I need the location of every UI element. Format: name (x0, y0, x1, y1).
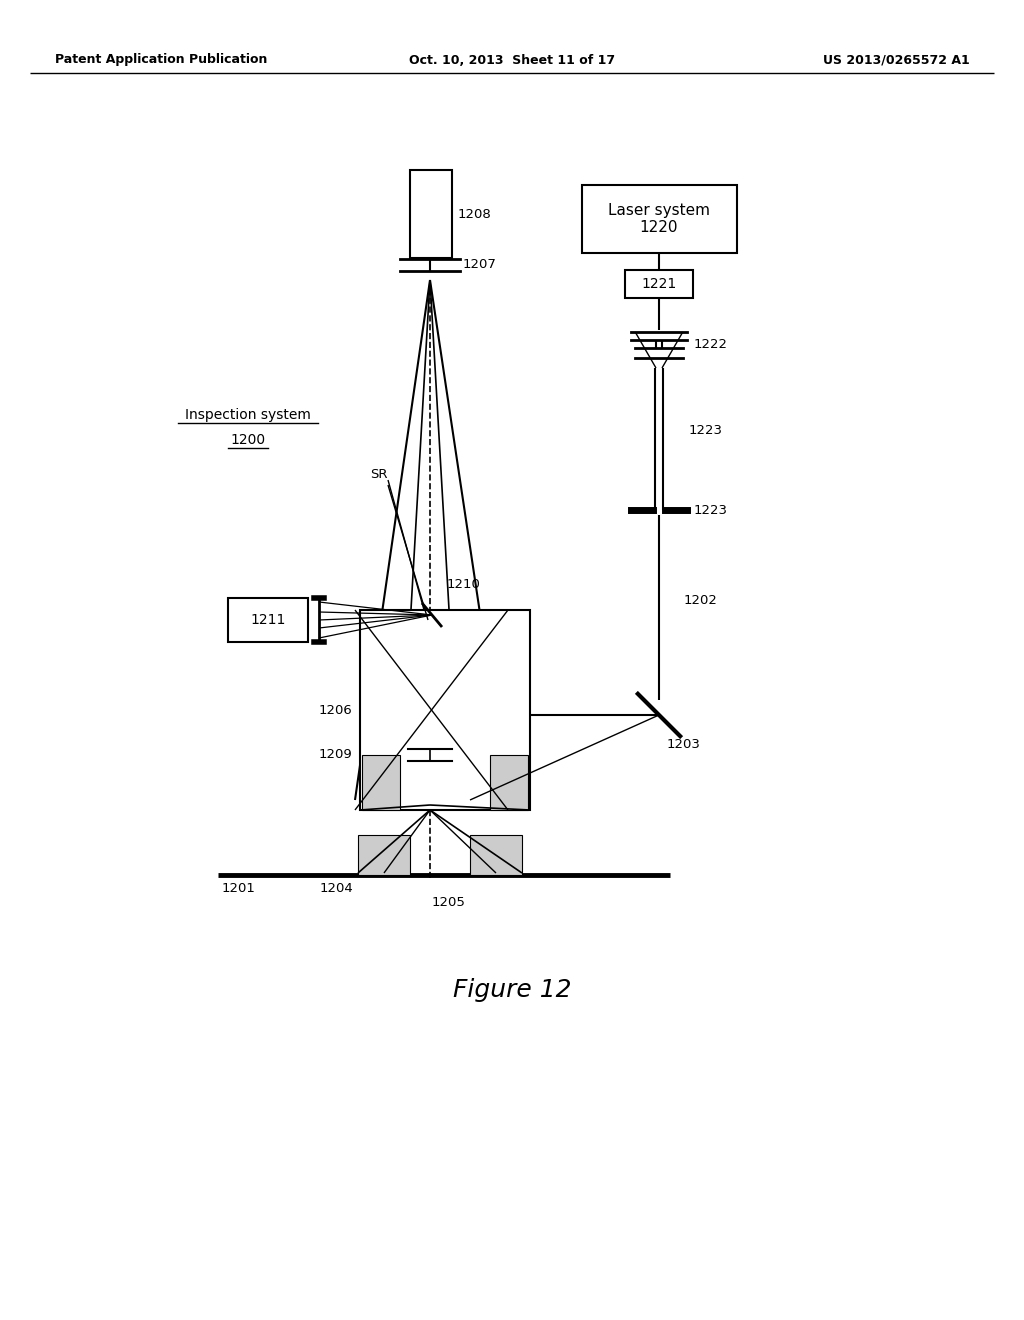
Text: Laser system
1220: Laser system 1220 (608, 203, 710, 235)
Text: 1205: 1205 (431, 896, 465, 909)
Bar (470, 836, 522, 875)
Text: 1204: 1204 (319, 883, 353, 895)
Bar (362, 755, 400, 810)
Text: 1201: 1201 (222, 883, 256, 895)
Bar (582, 185, 737, 253)
Text: 1221: 1221 (641, 277, 677, 290)
Bar (410, 170, 452, 257)
Text: Figure 12: Figure 12 (453, 978, 571, 1002)
Text: 1210: 1210 (447, 578, 481, 591)
Text: 1206: 1206 (318, 704, 352, 717)
Bar (625, 271, 693, 298)
Text: Patent Application Publication: Patent Application Publication (55, 54, 267, 66)
Text: 1209: 1209 (318, 748, 352, 762)
Bar (228, 598, 308, 642)
Text: Inspection system: Inspection system (185, 408, 311, 422)
Text: US 2013/0265572 A1: US 2013/0265572 A1 (823, 54, 970, 66)
Bar (358, 836, 410, 875)
Text: 1211: 1211 (250, 612, 286, 627)
Text: 1223: 1223 (689, 424, 723, 437)
Bar (490, 755, 528, 810)
Bar (360, 610, 530, 810)
Text: 1222: 1222 (694, 338, 728, 351)
Text: 1200: 1200 (230, 433, 265, 447)
Text: 1202: 1202 (684, 594, 718, 606)
Text: 1203: 1203 (667, 738, 700, 751)
Text: 1223: 1223 (694, 503, 728, 516)
Text: 1208: 1208 (458, 207, 492, 220)
Text: SR: SR (370, 469, 387, 482)
Text: Oct. 10, 2013  Sheet 11 of 17: Oct. 10, 2013 Sheet 11 of 17 (409, 54, 615, 66)
Text: 1207: 1207 (463, 259, 497, 272)
